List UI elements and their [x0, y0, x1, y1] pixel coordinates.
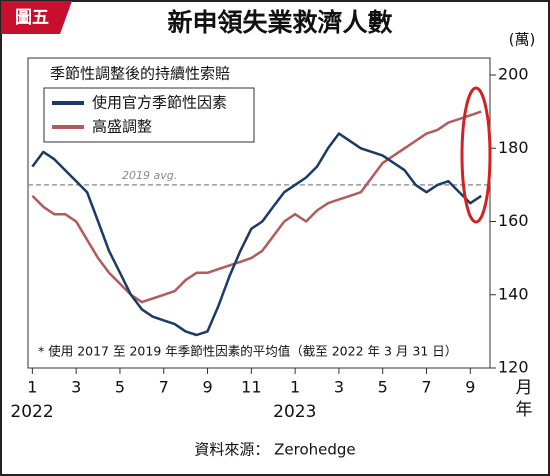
footnote: * 使用 2017 至 2019 年季節性因素的平均值（截至 2022 年 3 … — [38, 344, 457, 359]
x-unit-year: 年 — [516, 400, 533, 420]
plot-frame — [27, 57, 491, 369]
year-label: 2023 — [273, 402, 316, 422]
badge: 圖五 — [15, 8, 49, 28]
x-tick-label: 3 — [71, 378, 81, 397]
x-tick-label: 5 — [378, 378, 388, 397]
x-tick-label: 7 — [421, 378, 431, 397]
series-line — [31, 110, 482, 304]
x-tick-label: 3 — [334, 378, 344, 397]
y-tick-label: 160 — [498, 211, 529, 230]
x-tick-label: 1 — [290, 378, 300, 397]
source: 資料來源： Zerohedge — [194, 441, 355, 459]
y-tick-label: 200 — [498, 65, 529, 84]
subtitle: 季節性調整後的持續性索賠 — [50, 65, 230, 83]
y-unit: (萬) — [509, 31, 536, 49]
reference-label: 2019 avg. — [122, 169, 177, 182]
highlight-circle — [460, 86, 492, 224]
chart-title: 新申領失業救濟人數 — [167, 8, 392, 37]
x-tick-label: 9 — [202, 378, 212, 397]
x-tick-label: 11 — [241, 378, 261, 397]
x-tick-label: 7 — [159, 378, 169, 397]
x-tick-label: 9 — [465, 378, 475, 397]
legend — [43, 87, 255, 143]
y-tick-label: 180 — [498, 138, 529, 157]
y-tick-label: 120 — [498, 358, 529, 377]
x-unit-month: 月 — [516, 378, 533, 398]
x-tick-label: 1 — [27, 378, 37, 397]
year-label: 2022 — [10, 402, 53, 422]
badge-bg — [1, 1, 72, 34]
legend-label: 高盛調整 — [92, 118, 152, 136]
series-line — [31, 132, 482, 337]
y-tick-label: 140 — [498, 284, 529, 303]
x-tick-label: 5 — [115, 378, 125, 397]
legend-label: 使用官方季節性因素 — [92, 94, 227, 112]
